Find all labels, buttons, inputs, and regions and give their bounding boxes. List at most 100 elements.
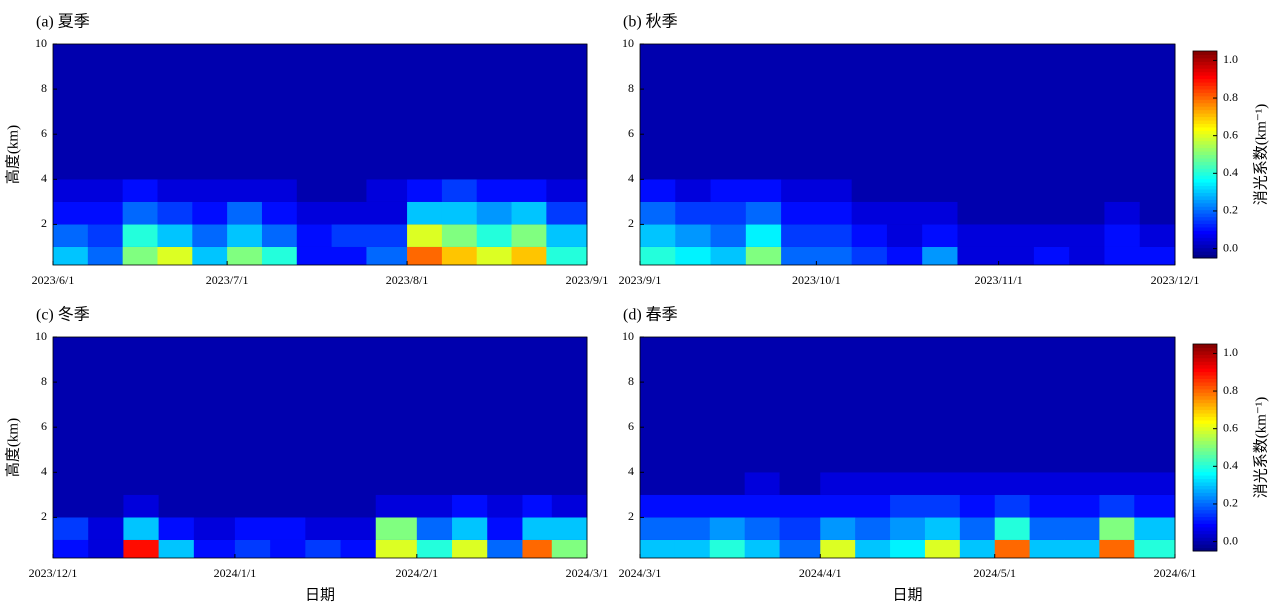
heat-cell [452, 539, 488, 558]
heat-cell [53, 246, 89, 265]
heat-cell [675, 246, 712, 265]
colorbar-step [1193, 516, 1217, 521]
x-tick-label: 2023/8/1 [386, 273, 429, 287]
colorbar-step [1193, 499, 1217, 504]
x-tick-label: 2024/1/1 [214, 566, 257, 580]
heat-cell [640, 337, 676, 473]
heat-cell [640, 179, 676, 202]
heat-cell [957, 224, 1000, 247]
heat-cell [710, 179, 747, 202]
heat-cell [441, 224, 478, 247]
heat-cell [1104, 224, 1141, 247]
heat-cell [820, 494, 856, 518]
heat-cell [87, 246, 124, 265]
y-axis-label: 高度(km) [4, 125, 21, 184]
colorbar-step [1193, 109, 1217, 114]
heat-cell [375, 539, 418, 558]
heat-cell [820, 517, 856, 540]
heat-cell [640, 224, 676, 247]
colorbar-step [1193, 71, 1217, 76]
heat-cell [551, 472, 588, 495]
heat-cell [261, 246, 298, 265]
heat-cell [416, 337, 453, 473]
heat-cell [511, 201, 547, 225]
colorbar-tick-label: 0.0 [1223, 240, 1238, 254]
heat-cell [87, 224, 124, 247]
heat-cell [551, 517, 588, 540]
colorbar-tick-label: 0.2 [1223, 496, 1238, 510]
heat-cell [816, 44, 853, 180]
heat-cell [709, 472, 746, 495]
heat-cell [88, 517, 124, 540]
heat-cell [53, 517, 89, 540]
colorbar-step [1193, 116, 1217, 121]
colorbar-step [1193, 413, 1217, 417]
colorbar-step [1193, 409, 1217, 414]
heat-cell [922, 246, 958, 265]
heat-cell [998, 201, 1035, 225]
heat-cell [452, 337, 488, 473]
heat-cell [959, 472, 996, 495]
heat-cell [1099, 472, 1135, 495]
heat-cell [270, 472, 306, 495]
colorbar-step [1193, 182, 1217, 187]
colorbar-step [1193, 502, 1217, 507]
heat-cell [511, 179, 547, 202]
colorbar-step [1193, 185, 1217, 190]
heat-cell [270, 517, 306, 540]
colorbar-step [1193, 154, 1217, 159]
heat-cell [994, 517, 1031, 540]
heat-cell [331, 224, 367, 247]
heat-cell [123, 517, 160, 540]
heat-cell [158, 539, 195, 558]
heat-cell [441, 179, 478, 202]
heat-cell [1104, 179, 1141, 202]
heat-cell [261, 201, 298, 225]
heat-cell [375, 472, 418, 495]
heat-cell [1064, 337, 1100, 473]
colorbar-step [1193, 450, 1217, 455]
colorbar-step [1193, 192, 1217, 197]
plot-frame [52, 43, 588, 266]
heat-cell [261, 224, 298, 247]
heat-cell [998, 224, 1035, 247]
colorbar-step [1193, 533, 1217, 538]
colorbar-tick-label: 1.0 [1223, 345, 1238, 359]
heat-cell [709, 539, 746, 558]
colorbar-step [1193, 468, 1217, 473]
colorbar-tick-label: 0.0 [1223, 533, 1238, 547]
heat-cell [441, 246, 478, 265]
panel-title: (a) 夏季 [36, 13, 90, 31]
heat-cell [53, 494, 89, 518]
heat-cell [1139, 246, 1176, 265]
heat-cell [674, 494, 711, 518]
colorbar-step [1193, 530, 1217, 535]
heat-cell [193, 337, 236, 473]
colorbar-step [1193, 220, 1217, 224]
heat-cell [675, 44, 712, 180]
colorbar-step [1193, 85, 1217, 90]
heat-cell [886, 201, 923, 225]
heat-cell [53, 44, 89, 180]
colorbar-step [1193, 137, 1217, 142]
colorbar-frame [1192, 343, 1218, 552]
colorbar-step [1193, 168, 1217, 173]
heat-cell [546, 246, 588, 265]
heat-cell [744, 472, 781, 495]
heat-cell [416, 517, 453, 540]
heat-cell [1064, 494, 1100, 518]
heat-cell [957, 179, 1000, 202]
colorbar-step [1193, 223, 1217, 228]
x-axis-label: 日期 [892, 586, 922, 603]
heat-cell [452, 494, 488, 518]
heat-cell [640, 201, 676, 225]
heat-cell [890, 337, 926, 473]
heat-cell [87, 201, 124, 225]
heat-cell [1069, 179, 1105, 202]
heat-cell [640, 472, 676, 495]
heat-cell [416, 539, 453, 558]
colorbar-step [1193, 361, 1217, 366]
plot-frame [639, 43, 1176, 266]
heat-cell [855, 472, 891, 495]
colorbar-step [1193, 457, 1217, 462]
